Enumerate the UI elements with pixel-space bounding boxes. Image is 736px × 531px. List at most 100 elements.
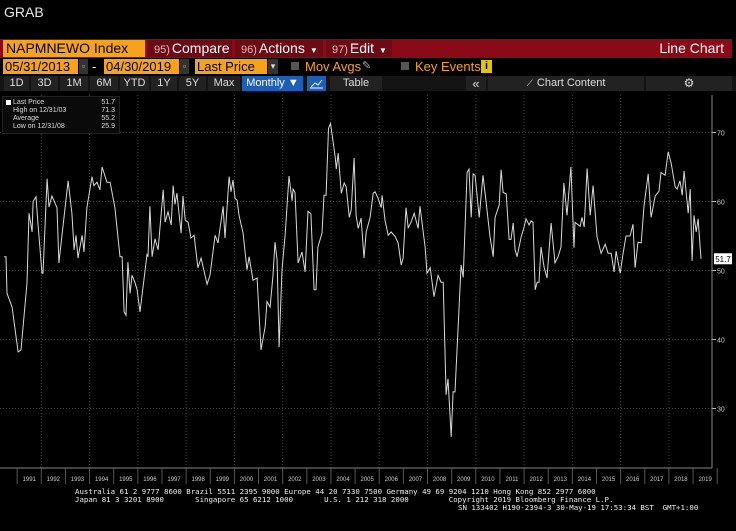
x-tick-label: 2004 xyxy=(336,477,350,483)
last-price-tag: 51.7 xyxy=(714,253,732,265)
compare-label: Compare xyxy=(171,40,230,56)
actions-num: 96) xyxy=(241,44,257,56)
x-tick-label: 1993 xyxy=(71,477,85,483)
x-tick-label: 2006 xyxy=(385,477,399,483)
legend: Last Price 51.7 High on 12/31/03 71.3 Aver… xyxy=(2,96,120,134)
legend-label: Low on 12/31/08 xyxy=(13,123,65,130)
footer-session: SN 133402 H190-2394-3 30-May-19 17:53:34… xyxy=(458,503,699,512)
x-tick-label: 1991 xyxy=(23,477,37,483)
calendar-icon[interactable]: ▫ xyxy=(79,59,88,74)
chart-content-label: Chart Content xyxy=(536,77,606,89)
pencil-icon[interactable]: ✎ xyxy=(362,60,372,72)
y-tick-label: 30 xyxy=(717,407,725,414)
legend-last-price: Last Price 51.7 xyxy=(6,99,117,107)
period-max[interactable]: Max xyxy=(208,76,240,91)
x-tick-label: 2014 xyxy=(578,477,592,483)
period-1y[interactable]: 1Y xyxy=(151,76,177,91)
x-tick-label: 2010 xyxy=(481,477,495,483)
info-icon[interactable]: i xyxy=(481,60,492,73)
y-axis: 70 60 50 40 30 xyxy=(711,95,725,468)
x-tick-label: 2002 xyxy=(288,477,302,483)
x-tick-label: 2016 xyxy=(626,477,640,483)
y-tick-label: 50 xyxy=(717,269,725,276)
x-tick-label: 2012 xyxy=(529,477,543,483)
x-tick-label: 1999 xyxy=(216,477,230,483)
mov-avgs-checkbox[interactable] xyxy=(291,62,299,70)
series-line-last-price xyxy=(4,121,702,437)
field-select[interactable]: Last Price xyxy=(195,59,267,74)
x-tick-label: 2018 xyxy=(674,477,688,483)
edit-button[interactable]: 97) Edit ▼ xyxy=(326,40,392,57)
legend-label: High on 12/31/03 xyxy=(13,107,67,114)
x-tick-label: 1998 xyxy=(192,477,206,483)
x-tick-label: 1994 xyxy=(95,477,109,483)
compare-num: 95) xyxy=(154,44,170,56)
settings-gear-icon[interactable]: ⚙ xyxy=(646,76,732,91)
end-date-input[interactable]: 04/30/2019 xyxy=(104,59,179,74)
chart-type-label: Line Chart xyxy=(659,40,724,56)
chart-content-icon: ⟋ xyxy=(526,78,533,88)
x-tick-label: 2011 xyxy=(506,477,520,483)
chevron-down-icon: ▼ xyxy=(379,46,387,55)
legend-low: Low on 12/31/08 25.9 xyxy=(13,123,117,131)
chevron-down-icon: ▼ xyxy=(309,46,318,55)
edit-label: Edit xyxy=(349,40,375,56)
x-tick-label: 2009 xyxy=(457,477,471,483)
x-tick-label: 2017 xyxy=(650,477,664,483)
compare-button[interactable]: 95) Compare xyxy=(148,40,232,57)
legend-value: 71.3 xyxy=(101,107,115,114)
footer-contacts-2: Japan 81 3 3201 8900 Singapore 65 6212 1… xyxy=(75,495,614,504)
x-tick-label: 2019 xyxy=(698,477,712,483)
y-tick-label: 40 xyxy=(717,338,725,345)
period-5y[interactable]: 5Y xyxy=(179,76,206,91)
calendar-icon[interactable]: ▫ xyxy=(180,59,189,74)
x-tick-label: 2007 xyxy=(409,477,423,483)
edit-num: 97) xyxy=(332,44,348,56)
chart-grid xyxy=(0,95,712,468)
mov-avgs-label[interactable]: Mov Avgs xyxy=(305,59,362,74)
chevron-down-icon[interactable]: ▾ xyxy=(268,59,278,74)
y-tick-label: 70 xyxy=(717,131,725,138)
legend-label: Average xyxy=(13,115,39,122)
period-3d[interactable]: 3D xyxy=(31,76,58,91)
legend-average: Average 55.2 xyxy=(13,115,117,123)
x-tick-label: 1997 xyxy=(167,477,181,483)
x-tick-label: 2008 xyxy=(433,477,447,483)
period-ytd[interactable]: YTD xyxy=(120,76,149,91)
last-price-tag-text: 51.7 xyxy=(715,255,731,264)
chart-content-button[interactable]: ⟋ Chart Content xyxy=(488,76,644,91)
legend-value: 51.7 xyxy=(101,99,115,106)
key-events-label[interactable]: Key Events xyxy=(415,59,481,74)
period-1d[interactable]: 1D xyxy=(4,76,29,91)
actions-button[interactable]: 96) Actions ▼ xyxy=(235,40,323,57)
period-1m[interactable]: 1M xyxy=(60,76,88,91)
legend-swatch xyxy=(6,100,11,105)
table-button[interactable]: Table xyxy=(330,76,382,91)
y-tick-label: 60 xyxy=(717,200,725,207)
x-tick-label: 2005 xyxy=(360,477,374,483)
x-tick-label: 2015 xyxy=(602,477,616,483)
footer-contacts-1: Australia 61 2 9777 8600 Brazil 5511 239… xyxy=(75,487,596,496)
collapse-icon[interactable]: « xyxy=(466,76,486,91)
actions-label: Actions xyxy=(258,40,305,56)
x-axis: 1991 1992 1993 1994 1995 1996 1997 1998 1999 2000… xyxy=(0,467,718,484)
x-tick-label: 2000 xyxy=(240,477,254,483)
start-date-input[interactable]: 05/31/2013 xyxy=(3,59,78,74)
x-tick-label: 2013 xyxy=(554,477,568,483)
x-tick-label: 1992 xyxy=(47,477,61,483)
x-tick-label: 1995 xyxy=(119,477,133,483)
line-chart-glyph xyxy=(310,79,323,89)
date-separator: - xyxy=(92,59,97,74)
key-events-checkbox[interactable] xyxy=(401,62,409,70)
x-tick-label: 2003 xyxy=(312,477,326,483)
ticker-input[interactable]: NAPMNEWO Index xyxy=(3,40,145,57)
period-6m[interactable]: 6M xyxy=(90,76,118,91)
window-title: GRAB xyxy=(4,4,44,20)
x-tick-label: 1996 xyxy=(143,477,157,483)
legend-value: 55.2 xyxy=(101,115,115,122)
legend-label: Last Price xyxy=(13,99,45,106)
legend-value: 25.9 xyxy=(101,123,115,130)
line-chart-icon[interactable] xyxy=(307,76,326,91)
frequency-select[interactable]: Monthly ▼ xyxy=(242,76,303,91)
